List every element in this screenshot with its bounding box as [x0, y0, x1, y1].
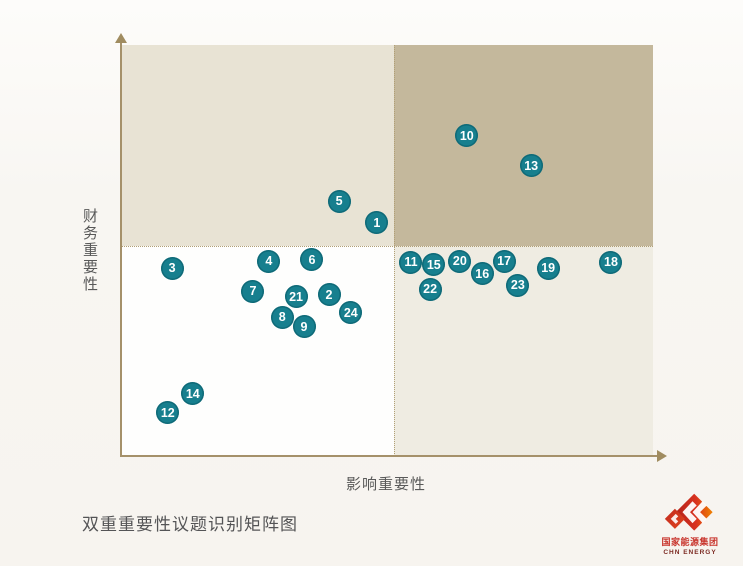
company-logo: 国家能源集团 CHN ENERGY: [656, 492, 724, 556]
data-point-20: 20: [448, 249, 472, 273]
quadrant-bottom-left: [122, 246, 394, 456]
data-point-10: 10: [455, 124, 479, 148]
data-point-13: 13: [519, 154, 543, 178]
data-point-8: 8: [270, 305, 294, 329]
data-point-17: 17: [492, 249, 516, 273]
data-point-7: 7: [241, 279, 265, 303]
horizontal-midline: [122, 246, 653, 247]
data-point-12: 12: [156, 401, 180, 425]
data-point-2: 2: [317, 283, 341, 307]
data-point-19: 19: [536, 256, 560, 280]
y-axis-arrow-icon: [115, 33, 127, 43]
y-axis-line: [120, 42, 122, 456]
data-point-9: 9: [292, 315, 316, 339]
data-point-4: 4: [257, 249, 281, 273]
data-point-3: 3: [160, 256, 184, 280]
data-point-22: 22: [418, 277, 442, 301]
company-name-en: CHN ENERGY: [663, 549, 717, 556]
data-point-24: 24: [339, 301, 363, 325]
x-axis-label: 影响重要性: [345, 476, 426, 493]
x-axis-line: [120, 455, 660, 457]
chn-energy-logo-icon: [664, 493, 713, 531]
chart-title: 双重重要性议题识别矩阵图: [82, 515, 298, 534]
x-axis-arrow-icon: [657, 450, 667, 462]
data-point-14: 14: [181, 382, 205, 406]
data-point-15: 15: [422, 253, 446, 277]
y-axis-label: 财务重要性: [81, 208, 98, 293]
data-point-5: 5: [327, 189, 351, 213]
data-point-11: 11: [399, 250, 423, 274]
data-point-21: 21: [284, 285, 308, 309]
quadrant-top-right: [394, 45, 653, 246]
vertical-midline: [394, 45, 395, 456]
quadrant-top-left: [122, 45, 394, 246]
data-point-6: 6: [300, 248, 324, 272]
data-point-18: 18: [599, 250, 623, 274]
data-point-16: 16: [470, 262, 494, 286]
data-point-23: 23: [506, 273, 530, 297]
data-point-1: 1: [365, 211, 389, 235]
company-name-zh: 国家能源集团: [661, 537, 719, 547]
